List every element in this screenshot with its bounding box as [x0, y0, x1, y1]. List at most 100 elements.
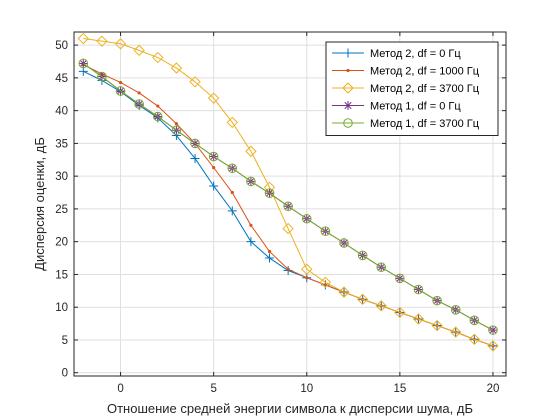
- x-tick-label: 10: [300, 383, 313, 395]
- point-marker: [343, 101, 353, 110]
- point-marker: [97, 71, 107, 82]
- point-marker: [189, 76, 201, 88]
- point-marker: [394, 306, 406, 319]
- legend-label: Метод 1, df = 3700 Гц: [370, 118, 480, 130]
- x-tick-label: 0: [117, 383, 123, 395]
- point-marker: [209, 181, 219, 191]
- ticks: 0 5 10 15 20 0 5 10 15 20 25 30 35 40 45 50: [55, 32, 506, 395]
- point-marker: [282, 222, 294, 235]
- point-marker: [323, 283, 327, 287]
- series-line: [83, 38, 494, 347]
- point-marker: [286, 267, 290, 271]
- point-marker: [431, 319, 443, 332]
- x-tick-label: 20: [487, 383, 500, 395]
- point-marker: [264, 188, 275, 198]
- point-marker: [339, 238, 349, 248]
- point-marker: [190, 153, 200, 163]
- y-tick-label: 10: [55, 302, 68, 314]
- point-marker: [227, 163, 238, 174]
- point-marker: [245, 145, 257, 157]
- point-marker: [137, 91, 141, 95]
- point-marker: [469, 315, 480, 326]
- legend-entry: Метод 2, df = 1000 Гц: [332, 66, 480, 78]
- legend-label: Метод 2, df = 0 Гц: [370, 48, 461, 60]
- x-tick-label: 15: [393, 383, 406, 395]
- y-tick-label: 5: [62, 335, 68, 347]
- point-marker: [413, 284, 424, 295]
- point-marker: [301, 263, 313, 275]
- point-marker: [487, 340, 499, 352]
- point-marker: [267, 249, 272, 254]
- y-axis-label: Дисперсия оценки, дБ: [32, 137, 47, 271]
- point-marker: [342, 82, 354, 94]
- grid: [74, 32, 506, 376]
- point-marker: [152, 51, 164, 64]
- point-marker: [78, 58, 89, 69]
- point-marker: [114, 38, 127, 50]
- legend-entry: Метод 1, df = 0 Гц: [332, 101, 461, 113]
- point-marker: [246, 176, 256, 187]
- point-marker: [134, 99, 144, 109]
- point-marker: [305, 276, 309, 280]
- point-marker: [133, 44, 145, 57]
- series-line: [83, 63, 494, 331]
- point-marker: [468, 333, 481, 346]
- point-marker: [356, 293, 369, 306]
- point-marker: [171, 125, 182, 136]
- point-marker: [343, 118, 353, 128]
- x-axis-label: Отношение средней энергии символа к дисп…: [107, 401, 473, 416]
- legend-entry: Метод 1, df = 3700 Гц: [332, 118, 480, 130]
- point-marker: [152, 111, 163, 122]
- legend-entry: Метод 2, df = 0 Гц: [332, 48, 461, 60]
- plot-frame: [73, 31, 507, 377]
- point-marker: [170, 62, 183, 74]
- y-tick-label: 45: [55, 73, 68, 85]
- point-marker: [208, 151, 219, 162]
- x-tick-label: 5: [210, 383, 216, 395]
- legend-label: Метод 1, df = 0 Гц: [370, 101, 461, 113]
- legend-entry: Метод 2, df = 3700 Гц: [332, 82, 480, 95]
- point-marker: [488, 325, 498, 335]
- point-marker: [226, 116, 238, 129]
- y-tick-label: 25: [55, 204, 68, 216]
- point-marker: [227, 206, 237, 216]
- series-5: [78, 58, 498, 335]
- point-marker: [376, 262, 387, 273]
- point-marker: [319, 276, 332, 289]
- y-tick-label: 30: [55, 171, 68, 183]
- point-marker: [78, 66, 88, 76]
- point-marker: [320, 226, 331, 236]
- y-tick-label: 0: [62, 368, 68, 380]
- point-marker: [207, 92, 220, 104]
- point-marker: [115, 86, 126, 96]
- point-marker: [301, 213, 312, 224]
- point-marker: [432, 295, 442, 306]
- point-marker: [343, 48, 353, 58]
- point-marker: [212, 166, 216, 170]
- point-marker: [450, 305, 461, 315]
- point-marker: [395, 273, 405, 284]
- legend-label: Метод 2, df = 1000 Гц: [370, 66, 480, 78]
- series-3: [77, 32, 499, 352]
- point-marker: [346, 68, 350, 73]
- y-tick-label: 40: [55, 106, 68, 118]
- point-marker: [230, 190, 234, 195]
- point-marker: [96, 35, 108, 47]
- point-marker: [190, 138, 200, 149]
- point-marker: [174, 122, 179, 126]
- legend-box: [325, 41, 499, 136]
- point-marker: [375, 300, 387, 312]
- point-marker: [156, 104, 160, 108]
- y-tick-label: 15: [55, 269, 68, 281]
- point-marker: [412, 313, 425, 325]
- y-tick-label: 50: [55, 40, 68, 52]
- y-tick-label: 35: [55, 138, 68, 150]
- legend-label: Метод 2, df = 3700 Гц: [370, 83, 480, 95]
- legend: Метод 2, df = 0 Гц Метод 2, df = 1000 Гц М…: [325, 41, 499, 136]
- point-marker: [118, 80, 123, 85]
- point-marker: [283, 201, 293, 212]
- point-marker: [450, 326, 462, 338]
- point-marker: [265, 253, 275, 263]
